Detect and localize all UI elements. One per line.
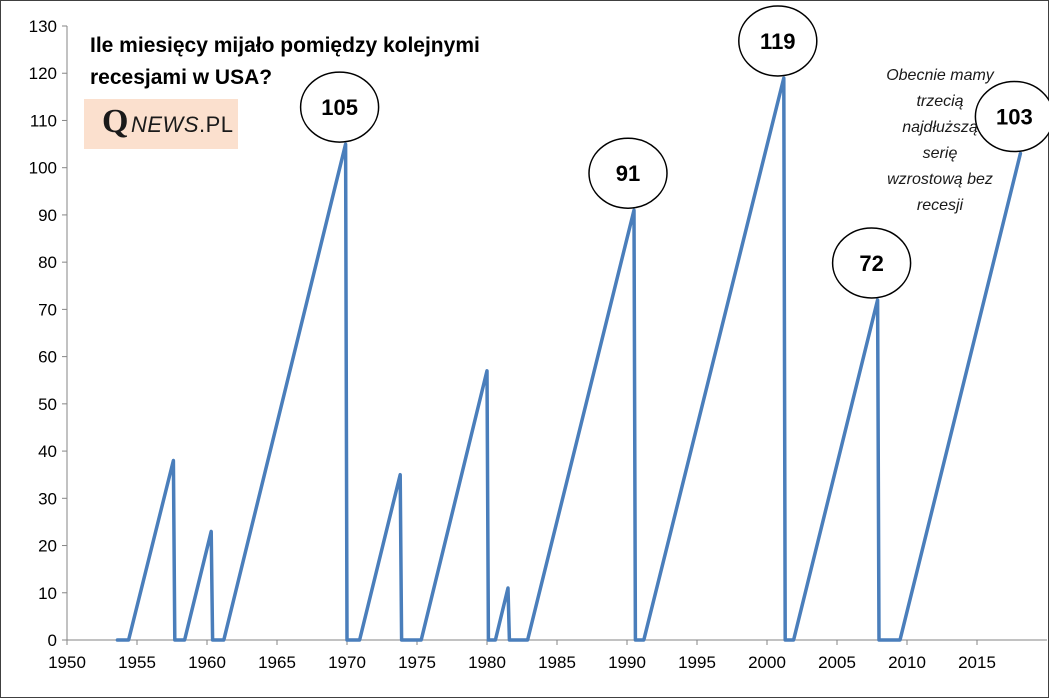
y-tick-label: 20 bbox=[38, 537, 57, 556]
value-callout-label: 72 bbox=[859, 251, 883, 276]
logo-text: NEWS.PL bbox=[131, 112, 234, 138]
y-tick-label: 80 bbox=[38, 253, 57, 272]
y-tick-label: 90 bbox=[38, 206, 57, 225]
x-tick-label: 2010 bbox=[888, 653, 926, 672]
chart-title-line-2: recesjami w USA? bbox=[90, 66, 273, 89]
value-callout-circle bbox=[831, 227, 912, 299]
x-tick-label: 1950 bbox=[48, 653, 86, 672]
chart-title: Ile miesięcy mijało pomiędzy kolejnymi r… bbox=[90, 30, 480, 94]
note-line: recesji bbox=[916, 197, 964, 214]
series-line bbox=[115, 76, 1023, 642]
y-tick-label: 0 bbox=[48, 631, 57, 650]
qnews-logo: Q NEWS.PL bbox=[84, 99, 238, 149]
value-callout-circle bbox=[974, 80, 1049, 153]
y-tick-label: 70 bbox=[38, 300, 57, 319]
x-tick-label: 1975 bbox=[398, 653, 436, 672]
logo-news: NEWS bbox=[131, 112, 199, 137]
y-tick-label: 130 bbox=[29, 17, 57, 36]
logo-q-letter: Q bbox=[102, 103, 129, 140]
value-callout-label: 91 bbox=[616, 161, 640, 186]
value-callout-label: 119 bbox=[760, 29, 796, 54]
chart-title-line-1: Ile miesięcy mijało pomiędzy kolejnymi bbox=[90, 34, 480, 57]
note-line: najdłuższą bbox=[902, 119, 978, 136]
y-tick-label: 60 bbox=[38, 348, 57, 367]
x-tick-label: 1970 bbox=[328, 653, 366, 672]
x-tick-label: 2015 bbox=[958, 653, 996, 672]
y-tick-label: 40 bbox=[38, 442, 57, 461]
x-tick-label: 1995 bbox=[678, 653, 716, 672]
value-callout-circle bbox=[299, 71, 380, 143]
x-tick-label: 2005 bbox=[818, 653, 856, 672]
y-tick-label: 120 bbox=[29, 64, 57, 83]
annotation-note: Obecnie mamy trzecią najdłuższą serię wz… bbox=[870, 63, 1010, 219]
logo-suffix: .PL bbox=[199, 112, 234, 137]
y-tick-label: 10 bbox=[38, 584, 57, 603]
y-tick-label: 100 bbox=[29, 159, 57, 178]
y-tick-label: 110 bbox=[30, 111, 57, 130]
x-tick-label: 2000 bbox=[748, 653, 786, 672]
x-tick-label: 1960 bbox=[188, 653, 226, 672]
value-callout-circle bbox=[738, 5, 818, 77]
value-callout-label: 103 bbox=[996, 105, 1033, 130]
value-callout-label: 105 bbox=[321, 95, 358, 120]
value-callout-circle bbox=[588, 137, 668, 209]
x-tick-label: 1985 bbox=[538, 653, 576, 672]
x-tick-label: 1955 bbox=[118, 653, 156, 672]
note-line: trzecią bbox=[916, 93, 964, 110]
note-line: Obecnie mamy bbox=[886, 67, 994, 84]
y-tick-label: 50 bbox=[38, 395, 57, 414]
note-line: serię bbox=[922, 145, 958, 162]
note-line: wzrostową bez bbox=[887, 171, 993, 188]
x-tick-label: 1965 bbox=[258, 653, 296, 672]
y-tick-label: 30 bbox=[38, 489, 57, 508]
x-tick-label: 1980 bbox=[468, 653, 506, 672]
x-tick-label: 1990 bbox=[608, 653, 646, 672]
